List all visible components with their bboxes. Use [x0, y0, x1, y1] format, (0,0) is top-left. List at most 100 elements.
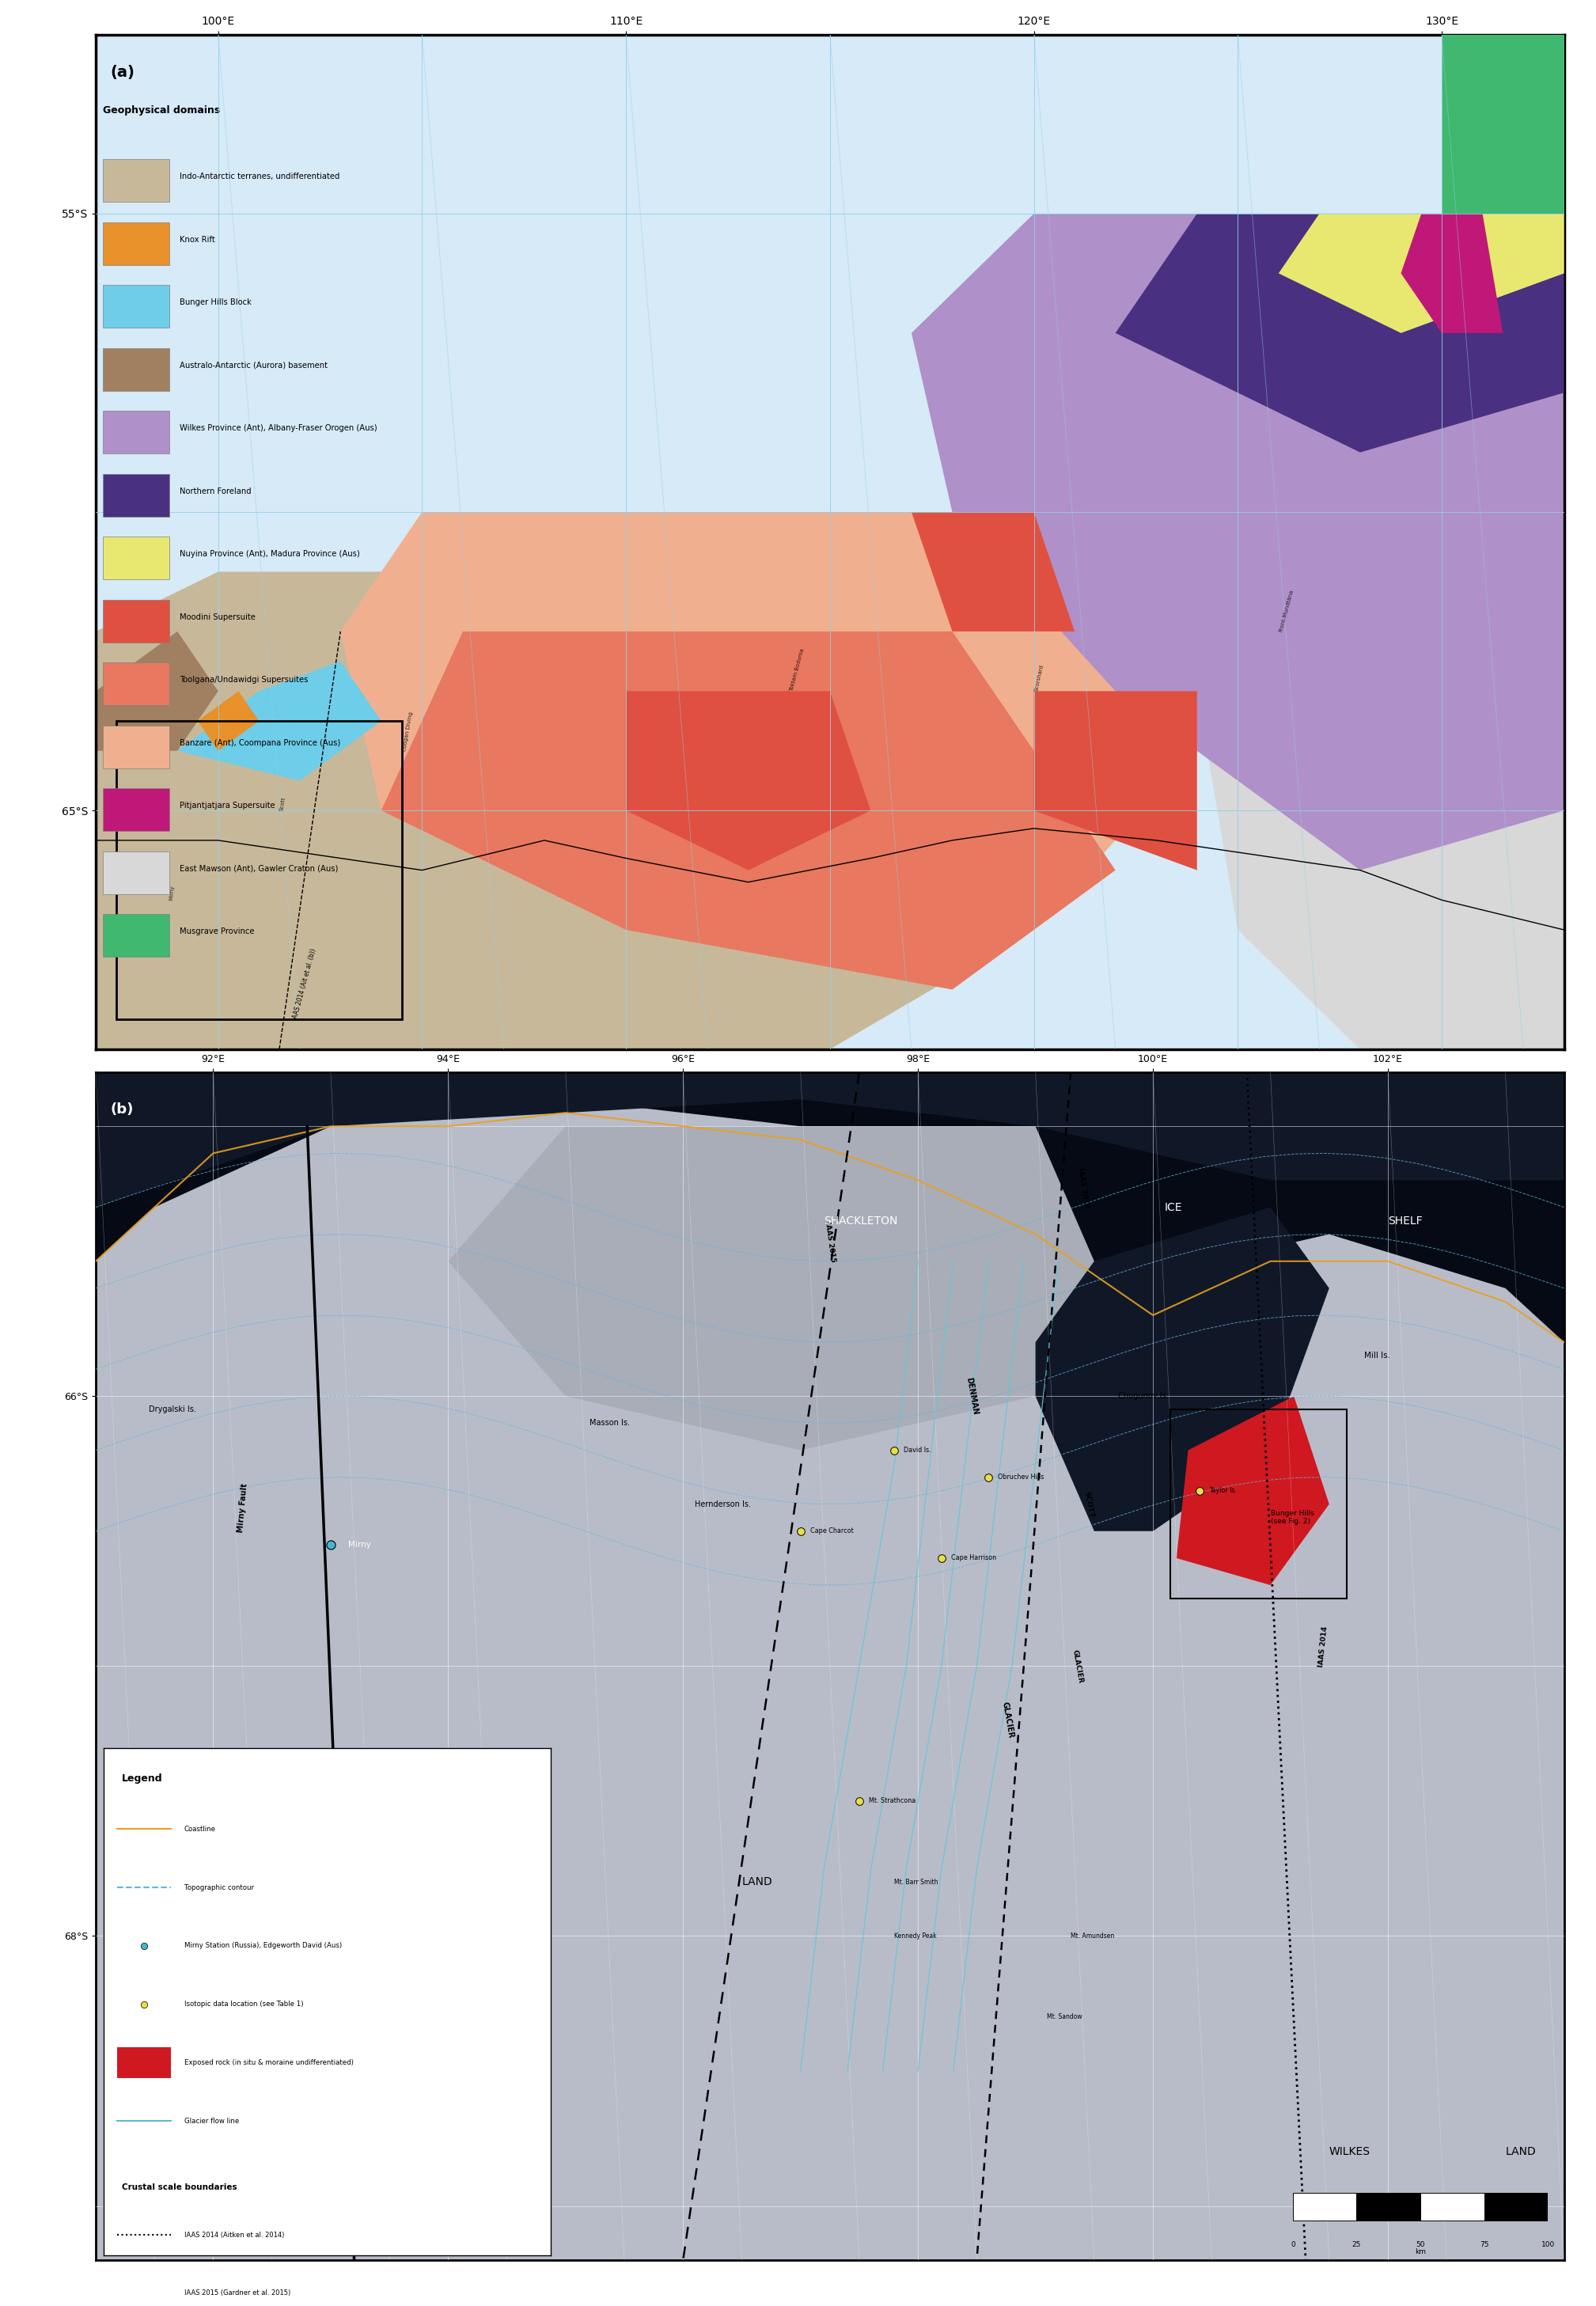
Text: 25: 25 [1352, 2241, 1361, 2248]
Polygon shape [448, 1125, 1095, 1450]
Bar [104, 600, 169, 643]
Polygon shape [1036, 1208, 1329, 1531]
Text: Crustal scale boundaries: Crustal scale boundaries [121, 2184, 236, 2191]
Bar [1293, 2193, 1357, 2221]
Text: Hernderson Is.: Hernderson Is. [694, 1501, 752, 1508]
Text: GLACIER: GLACIER [1001, 1702, 1015, 1739]
Text: Scott: Scott [279, 796, 286, 812]
Text: Cape Charcot: Cape Charcot [809, 1527, 854, 1536]
Text: LAND: LAND [742, 1877, 772, 1889]
Polygon shape [1401, 214, 1503, 332]
Text: MARY: MARY [472, 1877, 503, 1889]
Text: Scorshard: Scorshard [1034, 664, 1044, 692]
Text: ICE: ICE [1165, 1201, 1183, 1213]
Polygon shape [1441, 35, 1564, 214]
Text: IAAS 2014 (Ait et al. (b)): IAAS 2014 (Ait et al. (b)) [292, 948, 318, 1022]
Polygon shape [1034, 692, 1197, 869]
Text: Glacier flow line: Glacier flow line [184, 2117, 239, 2124]
Text: Drygalski Is.: Drygalski Is. [148, 1407, 196, 1414]
Polygon shape [340, 512, 1197, 929]
Text: Mt. Barr Smith: Mt. Barr Smith [894, 1879, 938, 1886]
Text: Indo-Antarctic terranes, undifferentiated: Indo-Antarctic terranes, undifferentiate… [179, 173, 340, 180]
Text: Mirny: Mirny [169, 886, 176, 902]
Text: Australo-Antarctic (Aurora) basement: Australo-Antarctic (Aurora) basement [179, 362, 327, 369]
Text: Front-Mundtäna: Front-Mundtäna [1278, 588, 1294, 632]
Text: 0: 0 [1291, 2241, 1294, 2248]
Text: SCOTT: SCOTT [1082, 1490, 1095, 1517]
Text: Legend: Legend [121, 1773, 163, 1783]
Text: SHACKLETON: SHACKLETON [824, 1215, 899, 1227]
Text: Isotopic data location (see Table 1): Isotopic data location (see Table 1) [184, 2002, 303, 2009]
Text: Chugunov Is.: Chugunov Is. [1117, 1393, 1168, 1400]
Bar [1357, 2193, 1420, 2221]
Text: Masson Is.: Masson Is. [589, 1418, 629, 1427]
Bar [117, 722, 402, 1019]
Text: Toolgana/Undawidgi Supersuites: Toolgana/Undawidgi Supersuites [179, 676, 308, 685]
Bar [1420, 2193, 1484, 2221]
Polygon shape [911, 214, 1564, 869]
Text: Obruchev Hills: Obruchev Hills [998, 1474, 1044, 1480]
Polygon shape [381, 632, 1116, 989]
Polygon shape [198, 692, 259, 752]
Text: IAAS 2014 (Aitken et al. 2014): IAAS 2014 (Aitken et al. 2014) [184, 2232, 284, 2239]
Text: Musgrave Province: Musgrave Province [179, 927, 254, 936]
Text: David Is.: David Is. [903, 1446, 932, 1453]
Text: (a): (a) [110, 65, 136, 81]
Text: IAAS 2015: IAAS 2015 [824, 1222, 836, 1264]
Text: Mirny Fault: Mirny Fault [236, 1483, 249, 1533]
Bar [1170, 1409, 1347, 1598]
Text: WILKES: WILKES [1329, 2147, 1371, 2158]
Polygon shape [1116, 214, 1564, 452]
Text: IAAS 2016: IAAS 2016 [1077, 1167, 1090, 1208]
Bar [104, 410, 169, 454]
Bar [104, 348, 169, 390]
Polygon shape [96, 35, 1564, 1049]
Polygon shape [626, 692, 871, 869]
Text: Mirny Station (Russia), Edgeworth David (Aus): Mirny Station (Russia), Edgeworth David … [184, 1942, 342, 1949]
Text: SHELF: SHELF [1389, 1215, 1422, 1227]
Text: Mirny: Mirny [348, 1540, 372, 1550]
Polygon shape [1278, 214, 1564, 332]
Bar [104, 286, 169, 327]
Bar [1484, 2193, 1548, 2221]
Text: (b): (b) [124, 738, 144, 752]
Text: Mill Is.: Mill Is. [1365, 1351, 1390, 1361]
Bar [104, 913, 169, 957]
Text: Taylor Is.: Taylor Is. [1210, 1487, 1237, 1494]
Text: Toktam Bodvma: Toktam Bodvma [788, 648, 804, 692]
Bar [104, 851, 169, 895]
Bar [104, 726, 169, 768]
Text: QUEEN: QUEEN [236, 1877, 276, 1889]
Text: Mt. Sandow: Mt. Sandow [1047, 2013, 1082, 2020]
Text: Banzare (Ant), Coompana Province (Aus): Banzare (Ant), Coompana Province (Aus) [179, 738, 340, 747]
Polygon shape [96, 572, 1034, 1049]
Text: Nuyina Province (Ant), Madura Province (Aus): Nuyina Province (Ant), Madura Province (… [179, 551, 359, 558]
Polygon shape [177, 662, 381, 782]
Text: IAAS 2014: IAAS 2014 [1317, 1626, 1329, 1667]
Text: Coogan Diving: Coogan Diving [402, 710, 413, 752]
Polygon shape [1176, 1395, 1329, 1584]
Text: Pitjantjatjara Supersuite: Pitjantjatjara Supersuite [179, 802, 275, 809]
Text: Northern Foreland: Northern Foreland [179, 487, 251, 496]
Bar [117, 2048, 171, 2078]
Text: 100: 100 [1542, 2241, 1555, 2248]
Text: Exposed rock (in situ & moraine undifferentiated): Exposed rock (in situ & moraine undiffer… [184, 2059, 353, 2066]
Bar [104, 221, 169, 265]
Text: Wilkes Province (Ant), Albany-Fraser Orogen (Aus): Wilkes Province (Ant), Albany-Fraser Oro… [179, 424, 377, 431]
Bar [104, 662, 169, 706]
Text: Kennedy Peak: Kennedy Peak [894, 1932, 937, 1939]
Text: Moodini Supersuite: Moodini Supersuite [179, 613, 255, 620]
Bar [104, 159, 169, 203]
Text: Bunger Hills
(see Fig. 2): Bunger Hills (see Fig. 2) [1270, 1510, 1314, 1524]
Polygon shape [96, 1100, 1564, 2260]
Text: km: km [1416, 2248, 1425, 2255]
Text: GLACIER: GLACIER [1071, 1649, 1084, 1683]
Polygon shape [911, 512, 1074, 632]
Bar [104, 475, 169, 517]
Text: 50: 50 [1416, 2241, 1425, 2248]
Text: Mt. Amundsen: Mt. Amundsen [1071, 1932, 1114, 1939]
Text: Geophysical domains: Geophysical domains [104, 106, 220, 115]
Text: LAND: LAND [1505, 2147, 1535, 2158]
Text: (b): (b) [110, 1102, 134, 1116]
Text: Bunger Hills Block: Bunger Hills Block [179, 297, 251, 307]
